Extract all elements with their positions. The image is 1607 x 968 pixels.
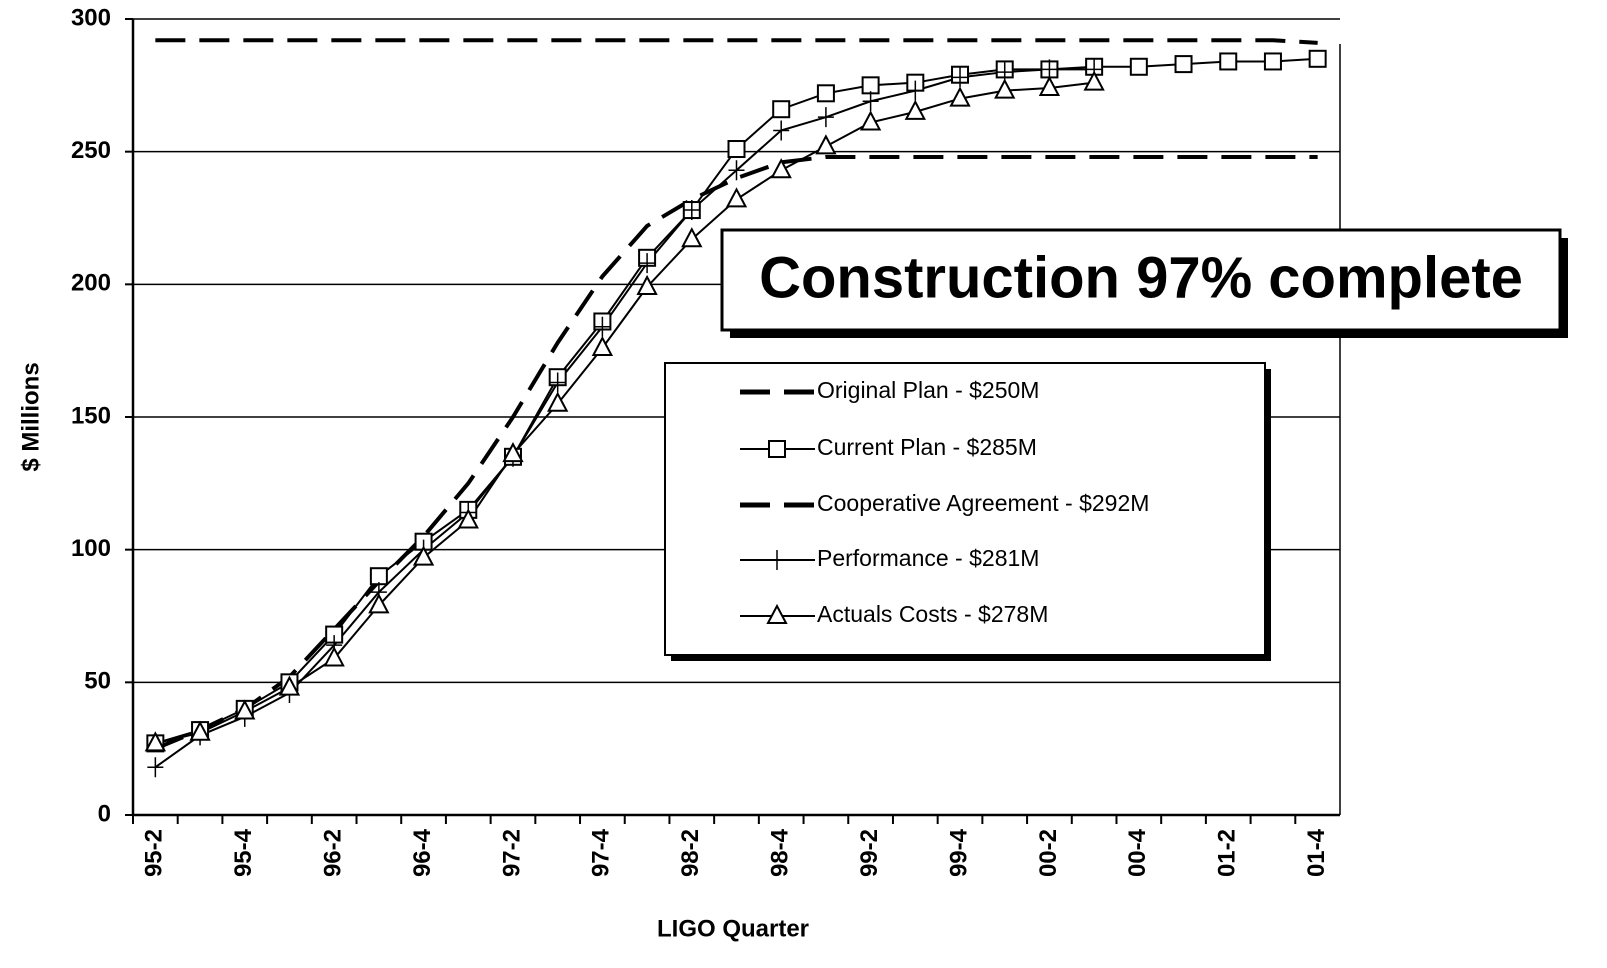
marker-square xyxy=(369,567,388,586)
x-axis-label: LIGO Quarter xyxy=(657,915,809,942)
marker-triangle xyxy=(323,646,345,667)
marker-square xyxy=(1174,55,1193,74)
series-line xyxy=(154,68,1095,769)
marker-plus xyxy=(862,91,879,112)
marker-triangle xyxy=(815,134,837,155)
marker-square xyxy=(1219,52,1238,71)
marker-triangle xyxy=(1038,75,1061,96)
marker-triangle xyxy=(859,110,882,131)
marker-plus xyxy=(594,316,611,337)
marker-triangle xyxy=(904,99,926,120)
y-tick-label: 200 xyxy=(71,270,111,297)
marker-square xyxy=(1308,49,1327,68)
marker-square xyxy=(1129,57,1148,76)
y-axis-label: $ Millions xyxy=(17,362,44,471)
marker-plus xyxy=(683,200,700,221)
marker-plus xyxy=(728,160,745,181)
marker-triangle xyxy=(368,593,390,614)
marker-triangle xyxy=(725,187,748,208)
x-tick-label: 01-2 xyxy=(1214,829,1241,877)
legend-label: Current Plan - $285M xyxy=(817,434,1037,460)
marker-square xyxy=(768,440,786,458)
x-tick-label: 99-2 xyxy=(856,829,883,877)
marker-triangle xyxy=(144,731,167,752)
annotation-box xyxy=(720,228,1562,332)
marker-triangle xyxy=(636,274,658,295)
marker-square xyxy=(727,140,746,159)
marker-plus xyxy=(769,550,785,570)
y-tick-label: 150 xyxy=(71,402,111,429)
x-tick-label: 99-4 xyxy=(945,828,972,877)
x-tick-label: 97-2 xyxy=(498,829,525,877)
x-tick-label: 00-2 xyxy=(1035,829,1062,877)
marker-triangle xyxy=(1083,70,1105,91)
marker-triangle xyxy=(766,603,788,624)
legend-label: Actuals Costs - $278M xyxy=(817,601,1048,627)
y-tick-label: 300 xyxy=(71,4,111,31)
y-tick-label: 250 xyxy=(71,137,111,164)
marker-plus xyxy=(147,757,164,778)
series-line xyxy=(154,154,1318,751)
marker-plus xyxy=(952,67,969,88)
legend-label: Cooperative Agreement - $292M xyxy=(817,490,1149,516)
marker-triangle xyxy=(591,335,614,357)
marker-triangle xyxy=(949,86,971,107)
series-line xyxy=(155,81,1095,745)
legend-box xyxy=(664,362,1266,656)
marker-triangle xyxy=(189,720,211,741)
marker-triangle xyxy=(457,508,479,529)
marker-plus xyxy=(773,120,790,141)
marker-square xyxy=(861,76,880,95)
series-line xyxy=(155,38,1318,45)
marker-plus xyxy=(817,107,834,128)
marker-triangle xyxy=(502,442,524,463)
x-tick-label: 98-2 xyxy=(677,829,704,877)
annotation: Construction 97% complete xyxy=(759,245,1523,310)
x-tick-label: 01-4 xyxy=(1303,828,1330,877)
x-tick-label: 96-2 xyxy=(320,829,347,877)
marker-triangle xyxy=(994,78,1016,99)
marker-plus xyxy=(639,253,656,274)
marker-square xyxy=(816,84,835,103)
y-tick-label: 0 xyxy=(98,800,111,827)
marker-triangle xyxy=(681,227,703,248)
x-tick-label: 97-4 xyxy=(588,828,615,877)
marker-triangle xyxy=(234,699,256,720)
x-tick-label: 00-4 xyxy=(1124,828,1151,877)
x-tick-label: 98-4 xyxy=(767,828,794,877)
x-tick-label: 95-2 xyxy=(141,829,168,877)
y-tick-label: 50 xyxy=(84,668,111,695)
marker-triangle xyxy=(547,391,569,412)
marker-square xyxy=(772,100,791,119)
marker-square xyxy=(1263,52,1282,71)
y-tick-label: 100 xyxy=(71,535,111,562)
marker-plus xyxy=(549,372,566,393)
marker-triangle xyxy=(278,675,301,696)
legend-label: Performance - $281M xyxy=(817,545,1039,571)
x-tick-label: 96-4 xyxy=(409,828,436,877)
marker-triangle xyxy=(412,545,435,566)
legend-label: Original Plan - $250M xyxy=(817,377,1039,403)
marker-plus xyxy=(907,80,924,101)
marker-triangle xyxy=(770,158,792,179)
x-tick-label: 95-4 xyxy=(230,828,257,877)
